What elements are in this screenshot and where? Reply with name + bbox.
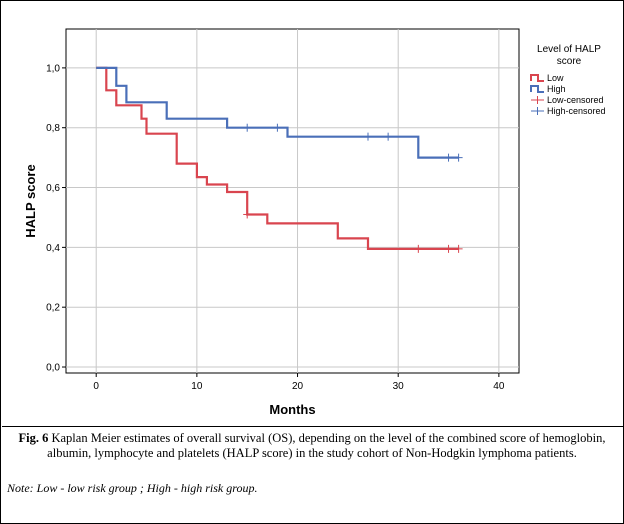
legend-label-high-censored: High-censored bbox=[547, 106, 606, 116]
x-tick-label: 0 bbox=[93, 381, 99, 392]
chart-area: 0 10 20 30 40 0,0 0,2 0,4 0,6 0,8 1,0 Months HALP sc… bbox=[2, 2, 623, 427]
y-axis-title: HALP score bbox=[23, 164, 38, 237]
legend-label-high: High bbox=[547, 84, 566, 94]
plot-frame bbox=[65, 28, 520, 374]
caption-text: Kaplan Meier estimates of overall surviv… bbox=[47, 431, 606, 460]
legend-label-low-censored: Low-censored bbox=[547, 95, 604, 105]
figure-caption: Fig. 6 Kaplan Meier estimates of overall… bbox=[7, 431, 617, 461]
figure-note: Note: Low - low risk group ; High - high… bbox=[7, 481, 258, 495]
km-chart: 0 10 20 30 40 0,0 0,2 0,4 0,6 0,8 1,0 Months HALP sc… bbox=[23, 28, 606, 417]
series-line-high bbox=[96, 66, 459, 159]
y-tick-label: 0,2 bbox=[46, 303, 60, 314]
legend-swatch-high bbox=[530, 85, 544, 93]
y-tick-label: 0,8 bbox=[46, 123, 60, 134]
x-axis-title: Months bbox=[269, 402, 315, 417]
series-line-low bbox=[96, 66, 459, 250]
caption-fig-label: Fig. 6 bbox=[18, 431, 49, 445]
y-tick-label: 0,6 bbox=[46, 183, 60, 194]
legend-title: Level of HALP bbox=[537, 44, 601, 55]
x-tick-label: 40 bbox=[493, 381, 505, 392]
legend-swatch-low bbox=[530, 74, 544, 82]
x-tick-label: 30 bbox=[393, 381, 405, 392]
y-tick-label: 0,4 bbox=[46, 243, 60, 254]
x-tick-label: 10 bbox=[191, 381, 203, 392]
x-tick-label: 20 bbox=[292, 381, 304, 392]
legend-label-low: Low bbox=[547, 73, 564, 83]
legend-title: score bbox=[557, 56, 582, 67]
y-tick-label: 0,0 bbox=[46, 363, 60, 374]
y-tick-label: 1,0 bbox=[46, 63, 60, 74]
